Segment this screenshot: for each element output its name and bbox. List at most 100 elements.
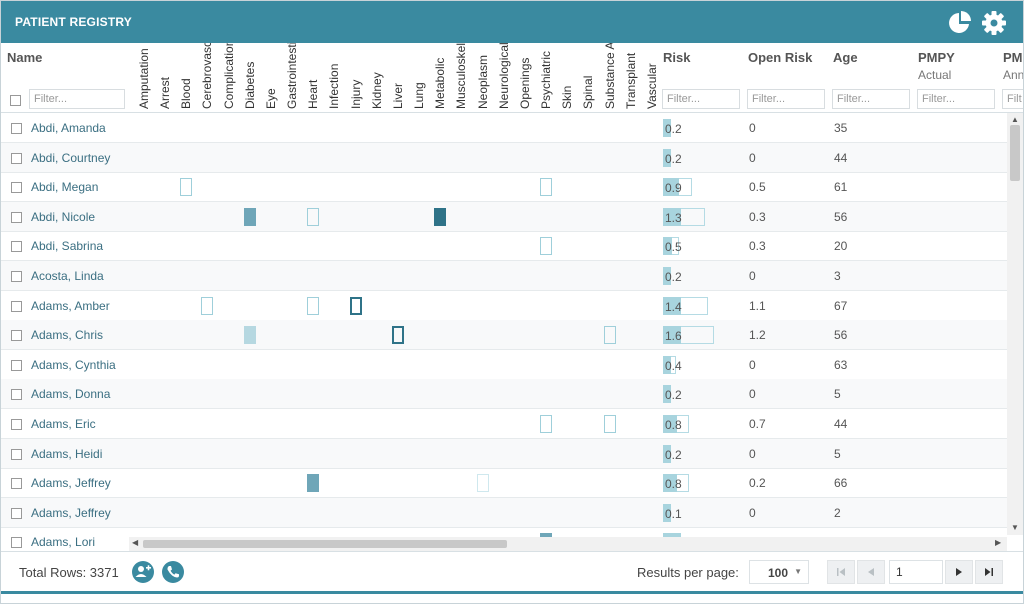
condition-header-diabetes[interactable]: Diabetes	[240, 43, 261, 109]
condition-marker[interactable]	[244, 326, 256, 345]
patient-name-link[interactable]: Adams, Jeffrey	[31, 476, 111, 491]
condition-header-cerebrovascular[interactable]: Cerebrovascular	[197, 43, 218, 109]
patient-name-link[interactable]: Abdi, Sabrina	[31, 239, 104, 254]
scroll-right-arrow-icon[interactable]: ▶	[995, 538, 1002, 547]
condition-header-spinal[interactable]: Spinal	[578, 43, 599, 109]
table-row[interactable]: Adams, Jeffrey 0.8 0.2 66	[1, 468, 1009, 499]
table-row[interactable]: Abdi, Sabrina 0.5 0.3 20	[1, 231, 1009, 262]
condition-header-amputation[interactable]: Amputation	[134, 43, 155, 109]
condition-marker[interactable]	[540, 415, 552, 433]
row-checkbox[interactable]	[11, 507, 22, 519]
row-checkbox[interactable]	[11, 271, 22, 282]
patient-name-link[interactable]: Acosta, Linda	[31, 269, 104, 283]
name-filter-input[interactable]: Filter...	[29, 89, 125, 109]
row-checkbox[interactable]	[11, 419, 22, 430]
condition-marker[interactable]	[307, 296, 319, 315]
table-row[interactable]: Adams, Eric 0.8 0.7 44	[1, 409, 1009, 439]
table-row[interactable]: Adams, Donna 0.2 0 5	[1, 379, 1009, 410]
column-header-name[interactable]: Name	[7, 50, 43, 65]
results-per-page-select[interactable]: 100 ▼	[749, 560, 809, 584]
risk-filter-input[interactable]: Filter...	[662, 89, 740, 109]
patient-name-link[interactable]: Adams, Heidi	[31, 446, 103, 461]
condition-marker[interactable]	[477, 474, 489, 493]
table-row[interactable]: Abdi, Nicole 1.3 0.3 56	[1, 201, 1009, 232]
row-checkbox[interactable]	[11, 300, 22, 312]
condition-header-metabolic[interactable]: Metabolic	[430, 43, 451, 109]
condition-marker[interactable]	[540, 237, 552, 256]
column-header-pm-annual[interactable]: PM	[1003, 50, 1023, 65]
column-header-risk[interactable]: Risk	[663, 50, 691, 65]
condition-header-vascular[interactable]: Vascular	[642, 43, 663, 109]
condition-marker[interactable]	[201, 296, 213, 315]
first-page-button[interactable]	[827, 560, 855, 584]
column-header-open-risk[interactable]: Open Risk	[748, 50, 813, 65]
patient-name-link[interactable]: Adams, Eric	[31, 417, 96, 431]
table-row[interactable]: Abdi, Courtney 0.2 0 44	[1, 142, 1009, 173]
row-checkbox[interactable]	[11, 182, 22, 194]
horizontal-scroll-thumb[interactable]	[143, 540, 507, 548]
condition-header-blood[interactable]: Blood	[176, 43, 197, 109]
condition-header-eye[interactable]: Eye	[261, 43, 282, 109]
last-page-button[interactable]	[975, 560, 1003, 584]
pie-chart-icon[interactable]	[947, 10, 973, 36]
table-row[interactable]: Abdi, Megan 0.9 0.5 61	[1, 172, 1009, 203]
vertical-scrollbar[interactable]: ▲ ▼	[1007, 113, 1023, 535]
table-row[interactable]: Adams, Heidi 0.2 0 5	[1, 438, 1009, 469]
table-row[interactable]: Abdi, Amanda 0.2 0 35	[1, 113, 1009, 143]
patient-name-link[interactable]: Adams, Donna	[31, 387, 111, 402]
scroll-left-arrow-icon[interactable]: ◀	[132, 538, 139, 547]
condition-header-injury[interactable]: Injury	[346, 43, 367, 109]
condition-header-gastrointestinal[interactable]: Gastrointestinal	[282, 43, 303, 109]
row-checkbox[interactable]	[11, 359, 22, 371]
condition-header-liver[interactable]: Liver	[388, 43, 409, 109]
open-risk-filter-input[interactable]: Filter...	[747, 89, 825, 109]
condition-header-infection[interactable]: Infection	[324, 43, 345, 109]
select-all-checkbox[interactable]	[10, 95, 21, 106]
condition-marker[interactable]	[540, 178, 552, 197]
row-checkbox[interactable]	[11, 241, 22, 253]
gear-icon[interactable]	[981, 10, 1007, 36]
row-checkbox[interactable]	[11, 448, 22, 460]
age-filter-input[interactable]: Filter...	[832, 89, 910, 109]
pmpy-filter-input[interactable]: Filter...	[917, 89, 995, 109]
pm-annual-filter-input[interactable]: Filt	[1002, 89, 1023, 109]
condition-header-neoplasm[interactable]: Neoplasm	[473, 43, 494, 109]
condition-header-lung[interactable]: Lung	[409, 43, 430, 109]
add-user-icon[interactable]	[132, 561, 154, 583]
column-header-pmpy[interactable]: PMPY	[918, 50, 955, 65]
condition-header-neurological[interactable]: Neurological	[494, 43, 515, 109]
previous-page-button[interactable]	[857, 560, 885, 584]
condition-header-transplant[interactable]: Transplant	[621, 43, 642, 109]
patient-name-link[interactable]: Abdi, Courtney	[31, 150, 111, 165]
condition-marker[interactable]	[350, 296, 362, 315]
row-checkbox[interactable]	[11, 123, 22, 134]
table-row[interactable]: Adams, Amber 1.4 1.1 67	[1, 291, 1009, 321]
condition-header-psychiatric[interactable]: Psychiatric	[536, 43, 557, 109]
row-checkbox[interactable]	[11, 389, 22, 401]
scroll-up-arrow-icon[interactable]: ▲	[1011, 115, 1019, 124]
condition-marker[interactable]	[180, 178, 192, 197]
page-number-input[interactable]	[889, 560, 943, 584]
table-row[interactable]: Adams, Cynthia 0.4 0 63	[1, 350, 1009, 380]
scroll-down-arrow-icon[interactable]: ▼	[1011, 523, 1019, 532]
column-header-age[interactable]: Age	[833, 50, 858, 65]
condition-marker[interactable]	[307, 207, 319, 226]
patient-name-link[interactable]: Adams, Jeffrey	[31, 505, 111, 520]
patient-name-link[interactable]: Adams, Cynthia	[31, 357, 116, 372]
table-row[interactable]: Adams, Chris 1.6 1.2 56	[1, 320, 1009, 351]
condition-header-arrest[interactable]: Arrest	[155, 43, 176, 109]
horizontal-scrollbar[interactable]: ◀ ▶	[129, 537, 1007, 551]
phone-icon[interactable]	[162, 561, 184, 583]
condition-header-substance-abuse[interactable]: Substance Abuse	[600, 43, 621, 109]
condition-header-musculoskeletal[interactable]: Musculoskeletal	[451, 43, 472, 109]
condition-header-openings[interactable]: Openings	[515, 43, 536, 109]
condition-marker[interactable]	[434, 207, 446, 226]
row-checkbox[interactable]	[11, 152, 22, 164]
vertical-scroll-thumb[interactable]	[1010, 125, 1020, 181]
condition-header-skin[interactable]: Skin	[557, 43, 578, 109]
condition-header-kidney[interactable]: Kidney	[367, 43, 388, 109]
row-checkbox[interactable]	[11, 537, 22, 549]
patient-name-link[interactable]: Abdi, Nicole	[31, 209, 96, 224]
row-checkbox[interactable]	[11, 211, 22, 223]
next-page-button[interactable]	[945, 560, 973, 584]
